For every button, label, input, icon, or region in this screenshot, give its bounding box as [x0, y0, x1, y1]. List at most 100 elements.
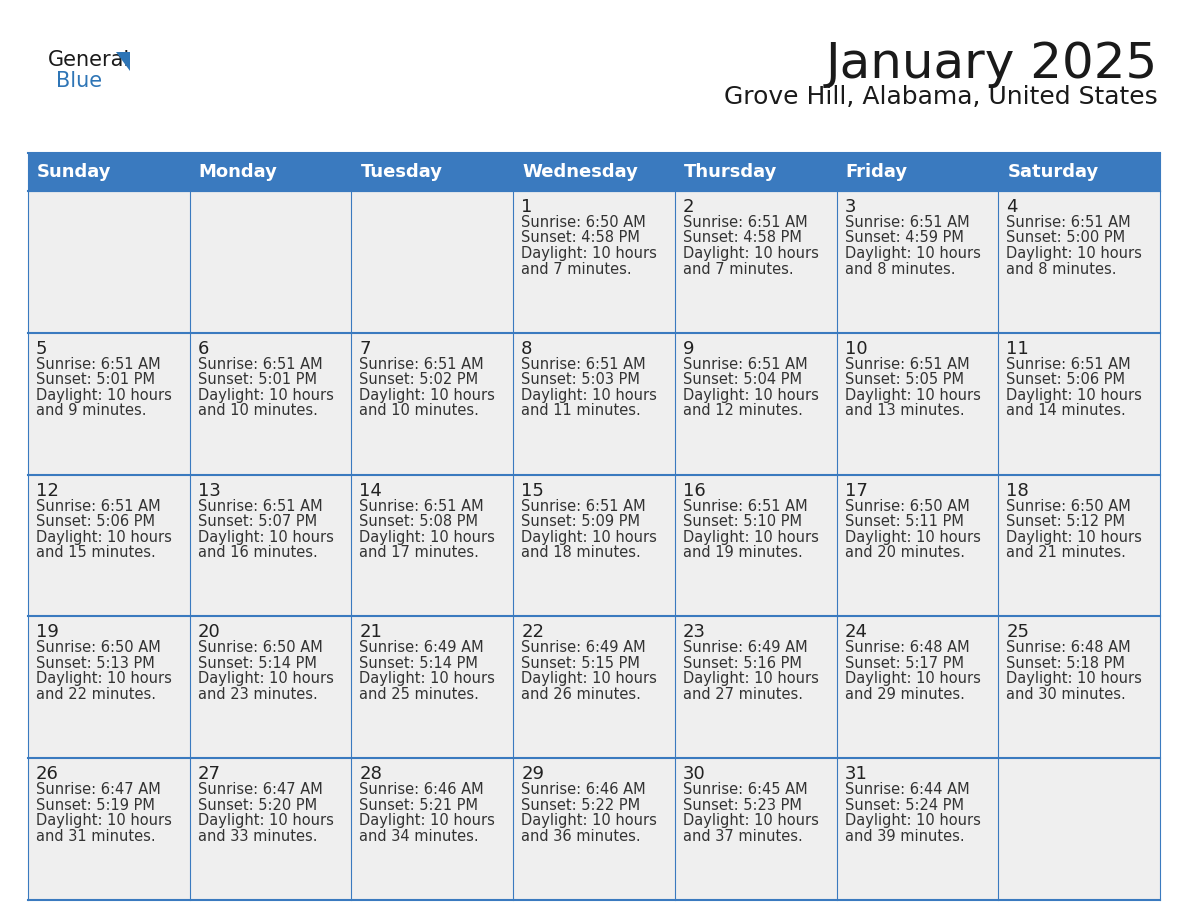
- Bar: [352, 616, 513, 758]
- Text: Sunrise: 6:49 AM: Sunrise: 6:49 AM: [683, 641, 808, 655]
- Text: Sunset: 5:03 PM: Sunset: 5:03 PM: [522, 373, 640, 387]
- Text: Sunrise: 6:44 AM: Sunrise: 6:44 AM: [845, 782, 969, 797]
- Text: Sunset: 5:18 PM: Sunset: 5:18 PM: [1006, 655, 1125, 671]
- Text: Sunset: 5:11 PM: Sunset: 5:11 PM: [845, 514, 963, 529]
- Text: and 30 minutes.: and 30 minutes.: [1006, 687, 1126, 702]
- Text: January 2025: January 2025: [826, 40, 1158, 88]
- Text: 17: 17: [845, 482, 867, 499]
- Text: 6: 6: [197, 340, 209, 358]
- Text: Sunset: 5:23 PM: Sunset: 5:23 PM: [683, 798, 802, 812]
- Text: Sunrise: 6:51 AM: Sunrise: 6:51 AM: [197, 357, 322, 372]
- Text: Sunset: 4:59 PM: Sunset: 4:59 PM: [845, 230, 963, 245]
- Text: Sunset: 5:08 PM: Sunset: 5:08 PM: [360, 514, 479, 529]
- Text: 28: 28: [360, 766, 383, 783]
- Text: Sunset: 5:24 PM: Sunset: 5:24 PM: [845, 798, 963, 812]
- Text: Daylight: 10 hours: Daylight: 10 hours: [683, 671, 819, 687]
- Bar: [29, 758, 190, 900]
- Text: 16: 16: [683, 482, 706, 499]
- Text: Sunset: 5:01 PM: Sunset: 5:01 PM: [197, 373, 317, 387]
- Bar: [998, 333, 1159, 475]
- Text: 4: 4: [1006, 198, 1018, 216]
- Text: Daylight: 10 hours: Daylight: 10 hours: [845, 813, 980, 828]
- Text: Sunrise: 6:50 AM: Sunrise: 6:50 AM: [845, 498, 969, 513]
- Bar: [836, 333, 998, 475]
- Text: Sunset: 5:15 PM: Sunset: 5:15 PM: [522, 655, 640, 671]
- Bar: [675, 333, 836, 475]
- Text: Sunset: 5:14 PM: Sunset: 5:14 PM: [360, 655, 479, 671]
- Text: Daylight: 10 hours: Daylight: 10 hours: [845, 246, 980, 261]
- Text: Daylight: 10 hours: Daylight: 10 hours: [360, 671, 495, 687]
- Text: Grove Hill, Alabama, United States: Grove Hill, Alabama, United States: [725, 85, 1158, 109]
- Text: Sunrise: 6:48 AM: Sunrise: 6:48 AM: [1006, 641, 1131, 655]
- Text: Sunrise: 6:50 AM: Sunrise: 6:50 AM: [36, 641, 160, 655]
- Text: Sunrise: 6:51 AM: Sunrise: 6:51 AM: [522, 498, 646, 513]
- Text: Daylight: 10 hours: Daylight: 10 hours: [36, 671, 172, 687]
- Text: Sunrise: 6:51 AM: Sunrise: 6:51 AM: [683, 215, 808, 230]
- Text: Sunrise: 6:51 AM: Sunrise: 6:51 AM: [522, 357, 646, 372]
- Bar: [836, 616, 998, 758]
- Bar: [190, 191, 352, 333]
- Bar: [998, 153, 1159, 191]
- Text: Sunrise: 6:47 AM: Sunrise: 6:47 AM: [197, 782, 322, 797]
- Text: and 11 minutes.: and 11 minutes.: [522, 403, 640, 419]
- Text: Tuesday: Tuesday: [360, 163, 442, 181]
- Text: Sunset: 5:10 PM: Sunset: 5:10 PM: [683, 514, 802, 529]
- Text: Sunrise: 6:46 AM: Sunrise: 6:46 AM: [522, 782, 646, 797]
- Text: Sunset: 5:00 PM: Sunset: 5:00 PM: [1006, 230, 1125, 245]
- Text: Sunrise: 6:51 AM: Sunrise: 6:51 AM: [683, 357, 808, 372]
- Text: Daylight: 10 hours: Daylight: 10 hours: [683, 387, 819, 403]
- Text: Daylight: 10 hours: Daylight: 10 hours: [522, 246, 657, 261]
- Text: Sunrise: 6:50 AM: Sunrise: 6:50 AM: [1006, 498, 1131, 513]
- Text: Sunset: 5:19 PM: Sunset: 5:19 PM: [36, 798, 154, 812]
- Text: Sunset: 5:04 PM: Sunset: 5:04 PM: [683, 373, 802, 387]
- Bar: [675, 758, 836, 900]
- Text: Daylight: 10 hours: Daylight: 10 hours: [36, 813, 172, 828]
- Text: Sunset: 4:58 PM: Sunset: 4:58 PM: [522, 230, 640, 245]
- Polygon shape: [116, 52, 129, 71]
- Text: Sunrise: 6:51 AM: Sunrise: 6:51 AM: [36, 357, 160, 372]
- Text: Sunset: 5:05 PM: Sunset: 5:05 PM: [845, 373, 963, 387]
- Bar: [29, 333, 190, 475]
- Text: Daylight: 10 hours: Daylight: 10 hours: [360, 387, 495, 403]
- Bar: [675, 153, 836, 191]
- Bar: [998, 475, 1159, 616]
- Bar: [836, 153, 998, 191]
- Text: and 34 minutes.: and 34 minutes.: [360, 829, 479, 844]
- Text: Sunset: 5:01 PM: Sunset: 5:01 PM: [36, 373, 154, 387]
- Text: Sunset: 5:02 PM: Sunset: 5:02 PM: [360, 373, 479, 387]
- Text: Daylight: 10 hours: Daylight: 10 hours: [1006, 387, 1142, 403]
- Text: Sunset: 5:14 PM: Sunset: 5:14 PM: [197, 655, 316, 671]
- Text: Daylight: 10 hours: Daylight: 10 hours: [845, 530, 980, 544]
- Bar: [675, 475, 836, 616]
- Bar: [513, 616, 675, 758]
- Text: and 10 minutes.: and 10 minutes.: [360, 403, 479, 419]
- Text: and 27 minutes.: and 27 minutes.: [683, 687, 803, 702]
- Text: Daylight: 10 hours: Daylight: 10 hours: [197, 813, 334, 828]
- Bar: [29, 153, 190, 191]
- Text: Sunset: 5:06 PM: Sunset: 5:06 PM: [1006, 373, 1125, 387]
- Text: 14: 14: [360, 482, 383, 499]
- Text: 25: 25: [1006, 623, 1029, 642]
- Text: 13: 13: [197, 482, 221, 499]
- Text: and 26 minutes.: and 26 minutes.: [522, 687, 642, 702]
- Bar: [836, 758, 998, 900]
- Text: and 22 minutes.: and 22 minutes.: [36, 687, 156, 702]
- Text: Daylight: 10 hours: Daylight: 10 hours: [36, 530, 172, 544]
- Text: Sunset: 5:09 PM: Sunset: 5:09 PM: [522, 514, 640, 529]
- Text: 19: 19: [36, 623, 59, 642]
- Bar: [29, 191, 190, 333]
- Bar: [675, 191, 836, 333]
- Text: Daylight: 10 hours: Daylight: 10 hours: [360, 530, 495, 544]
- Bar: [352, 191, 513, 333]
- Text: and 23 minutes.: and 23 minutes.: [197, 687, 317, 702]
- Text: 31: 31: [845, 766, 867, 783]
- Text: and 16 minutes.: and 16 minutes.: [197, 545, 317, 560]
- Text: 15: 15: [522, 482, 544, 499]
- Text: 30: 30: [683, 766, 706, 783]
- Bar: [190, 333, 352, 475]
- Text: 3: 3: [845, 198, 857, 216]
- Text: Sunrise: 6:51 AM: Sunrise: 6:51 AM: [197, 498, 322, 513]
- Text: Daylight: 10 hours: Daylight: 10 hours: [683, 246, 819, 261]
- Text: Sunrise: 6:51 AM: Sunrise: 6:51 AM: [1006, 357, 1131, 372]
- Text: Daylight: 10 hours: Daylight: 10 hours: [197, 387, 334, 403]
